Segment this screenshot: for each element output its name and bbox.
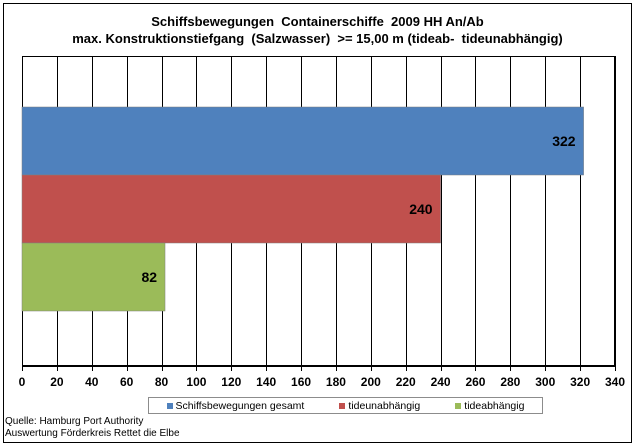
bar-value-label: 240 [409, 201, 433, 217]
legend-item: tideunabhängig [339, 400, 420, 412]
source-line-1: Quelle: Hamburg Port Authority [5, 416, 144, 427]
bar-chart: 322 240 82 0 20 40 60 80 100 120 140 160 180 200 220 24… [19, 56, 625, 389]
bar [21, 242, 166, 312]
x-tick-label: 180 [326, 375, 346, 389]
x-tick-label: 260 [465, 375, 485, 389]
source-line-2: Auswertung Förderkreis Rettet die Elbe [5, 428, 180, 439]
legend-swatch-tideunabhaengig [339, 402, 346, 409]
x-tick-label: 160 [291, 375, 311, 389]
x-tick-label: 40 [85, 375, 99, 389]
x-tick-label: 300 [535, 375, 555, 389]
legend: Schiffsbewegungen gesamt tideunabhängig … [148, 397, 543, 414]
bar [21, 106, 584, 176]
bar-value-label: 322 [552, 133, 576, 149]
bar [21, 174, 441, 244]
x-tick-label: 240 [431, 375, 451, 389]
legend-swatch-total [166, 402, 173, 409]
legend-label-total: Schiffsbewegungen gesamt [175, 399, 305, 412]
x-tick-label: 0 [19, 375, 26, 389]
bar-value-label: 82 [141, 269, 157, 285]
x-tick-label: 20 [50, 375, 64, 389]
x-tick-label: 220 [396, 375, 416, 389]
x-tick-label: 200 [361, 375, 381, 389]
x-tick-label: 340 [605, 375, 625, 389]
x-tick-label: 280 [500, 375, 520, 389]
x-tick-label: 320 [570, 375, 590, 389]
x-tick-label: 80 [155, 375, 169, 389]
legend-item: tideabhängig [455, 400, 524, 412]
legend-item: Schiffsbewegungen gesamt [166, 399, 305, 412]
x-tick-label: 140 [256, 375, 276, 389]
x-tick-label: 60 [120, 375, 134, 389]
legend-label-tideabhaengig: tideabhängig [464, 399, 525, 412]
chart-subtitle: max. Konstruktionstiefgang (Salzwasser) … [72, 31, 563, 46]
chart-title: Schiffsbewegungen Containerschiffe 2009 … [151, 14, 484, 29]
x-tick-label: 100 [186, 375, 206, 389]
x-tick-label: 120 [221, 375, 241, 389]
legend-label-tideunabhaengig: tideunabhängig [348, 399, 421, 412]
legend-swatch-tideabhaengig [455, 402, 462, 409]
